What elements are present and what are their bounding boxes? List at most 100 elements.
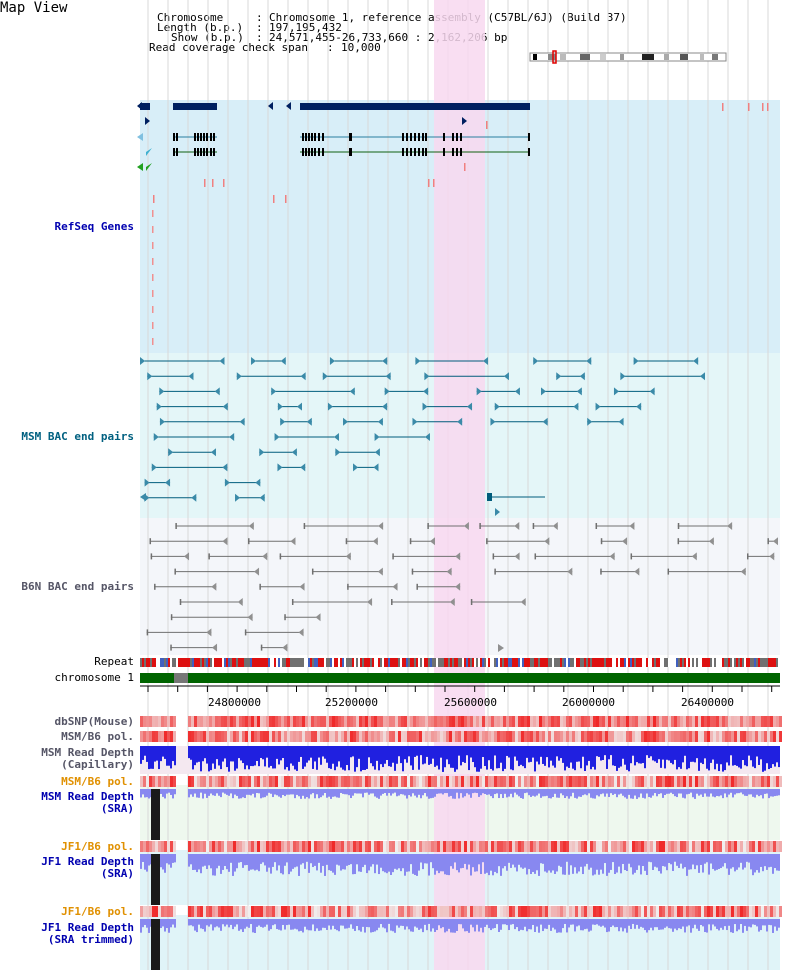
depth-bar — [162, 789, 164, 797]
heat-cell — [452, 731, 455, 742]
depth-bar — [148, 919, 150, 933]
depth-bar — [288, 789, 290, 795]
track-label-msm-bac[interactable]: MSM BAC end pairs — [21, 430, 134, 443]
depth-bar — [652, 746, 654, 761]
depth-bar — [344, 919, 346, 929]
heat-cell — [227, 841, 230, 852]
depth-bar — [466, 746, 468, 756]
heat-cell — [314, 776, 317, 787]
heat-cell — [371, 776, 374, 787]
heat-cell — [305, 731, 308, 742]
heat-cell — [293, 841, 296, 852]
depth-bar — [300, 746, 302, 757]
heat-cell — [167, 776, 170, 787]
repeat-element — [408, 658, 410, 667]
bac-end — [296, 402, 302, 411]
exon — [460, 133, 462, 141]
depth-bar — [718, 789, 720, 797]
repeat-element — [548, 658, 550, 667]
depth-bar — [634, 919, 636, 929]
depth-bar — [550, 854, 552, 873]
depth-bar — [776, 746, 778, 763]
heat-cell — [509, 776, 512, 787]
repeat-element — [282, 658, 284, 667]
repeat-element — [540, 658, 542, 667]
depth-bar — [558, 789, 560, 798]
heat-cell — [713, 906, 716, 917]
heat-cell — [140, 906, 143, 917]
repeat-element — [484, 658, 486, 667]
heat-cell — [572, 716, 575, 727]
track-label-b6n-bac[interactable]: B6N BAC end pairs — [21, 580, 134, 593]
heat-cell — [473, 841, 476, 852]
repeat-element — [274, 658, 276, 667]
depth-bar — [160, 854, 162, 868]
heat-cell — [242, 841, 245, 852]
depth-bar — [560, 789, 562, 794]
heat-cell — [725, 731, 728, 742]
heat-cell — [560, 776, 563, 787]
heat-cell — [389, 716, 392, 727]
depth-bar — [198, 854, 200, 870]
repeat-element — [242, 658, 244, 667]
heat-cell — [377, 776, 380, 787]
heat-cell — [398, 716, 401, 727]
heat-cell — [419, 716, 422, 727]
repeat-element — [264, 658, 266, 667]
repeat-element — [474, 658, 476, 667]
heat-cell — [212, 716, 215, 727]
heat-cell — [446, 906, 449, 917]
depth-bar — [420, 746, 422, 756]
heat-cell — [641, 906, 644, 917]
repeat-element — [292, 658, 294, 667]
depth-bar — [318, 789, 320, 799]
depth-bar — [536, 919, 538, 927]
depth-bar — [232, 789, 234, 799]
depth-bar — [372, 919, 374, 933]
heat-cell — [449, 841, 452, 852]
heat-cell — [386, 731, 389, 742]
repeat-element — [360, 658, 362, 667]
repeat-element — [508, 658, 510, 667]
depth-bar — [624, 919, 626, 929]
depth-bar — [338, 854, 340, 866]
heat-cell — [740, 731, 743, 742]
depth-bar — [492, 854, 494, 876]
depth-bar — [592, 746, 594, 767]
depth-bar — [630, 854, 632, 868]
depth-bar — [740, 919, 742, 925]
exon — [422, 148, 424, 156]
heat-cell — [221, 731, 224, 742]
depth-bar — [288, 854, 290, 875]
heat-cell — [335, 841, 338, 852]
depth-bar — [692, 854, 694, 865]
depth-bar — [676, 919, 678, 931]
heat-cell — [425, 716, 428, 727]
depth-bar — [324, 789, 326, 794]
depth-bar — [358, 854, 360, 872]
heat-cell — [200, 841, 203, 852]
axis-tick-label: 26000000 — [562, 696, 615, 709]
bac-end — [579, 372, 585, 381]
heat-cell — [290, 841, 293, 852]
heat-cell — [347, 776, 350, 787]
depth-bar — [604, 919, 606, 928]
heat-cell — [482, 716, 485, 727]
track-label-refseq[interactable]: RefSeq Genes — [54, 220, 134, 233]
heat-cell — [593, 731, 596, 742]
repeat-element — [166, 658, 168, 667]
heat-cell — [491, 906, 494, 917]
depth-bar — [398, 854, 400, 869]
heat-cell — [548, 841, 551, 852]
depth-bar — [686, 919, 688, 927]
depth-bar — [706, 919, 708, 933]
repeat-element — [432, 658, 434, 667]
depth-bar — [372, 746, 374, 767]
heat-cell — [752, 776, 755, 787]
pink-tick — [152, 242, 154, 249]
depth-bar — [566, 854, 568, 862]
depth-bar — [332, 854, 334, 873]
heat-cell — [488, 776, 491, 787]
depth-bar — [584, 746, 586, 771]
